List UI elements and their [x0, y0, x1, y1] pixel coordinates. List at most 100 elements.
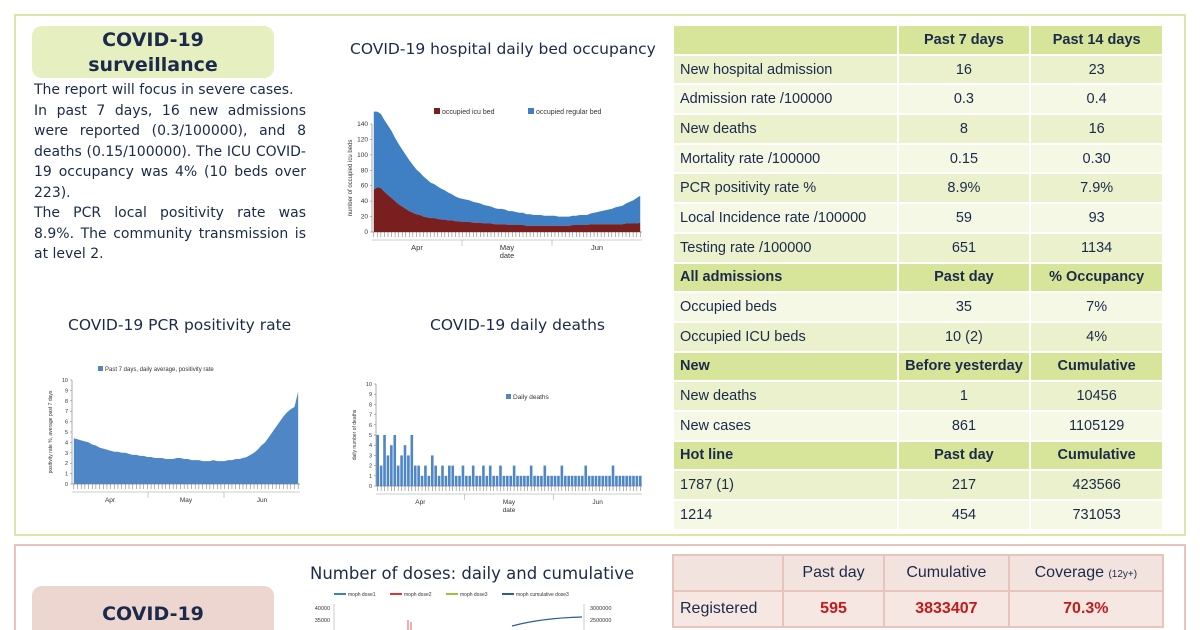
- death-bar: [526, 475, 530, 486]
- row-value: 1134: [1029, 231, 1164, 264]
- y-tick-label: 1: [369, 474, 372, 480]
- regular-bed-series: [373, 111, 641, 226]
- row-label: New cases: [672, 409, 899, 442]
- coverage-age-note: (12y+): [1108, 569, 1138, 580]
- month-label: Jun: [592, 499, 603, 506]
- y-tick-label: 6: [65, 420, 68, 426]
- death-bar: [509, 475, 513, 486]
- death-bar: [587, 475, 591, 486]
- y-tick-label: 40000: [315, 606, 330, 612]
- death-bar: [376, 435, 380, 486]
- death-bar: [536, 475, 540, 486]
- vaccination-title: COVID-19: [32, 586, 274, 630]
- header-cell: % Occupancy: [1029, 261, 1164, 294]
- header-cell: New: [672, 350, 899, 383]
- legend-label: moph cumulative dose3: [516, 592, 569, 598]
- death-bar: [471, 465, 475, 486]
- death-bar: [570, 475, 574, 486]
- death-bar: [478, 475, 482, 486]
- header-cell: [672, 24, 899, 56]
- title-line-1: COVID-19: [102, 29, 204, 51]
- death-bar: [604, 475, 608, 486]
- death-bar: [390, 445, 393, 486]
- death-bar: [529, 465, 533, 486]
- death-bar: [465, 475, 468, 486]
- doses-chart-title: Number of doses: daily and cumulative: [310, 564, 635, 583]
- row-label: 1214: [672, 499, 899, 531]
- death-bar: [638, 475, 642, 486]
- y-tick-label: 1: [65, 472, 68, 478]
- death-bar: [516, 475, 519, 486]
- table-row: Mortality rate /100000 0.15 0.30: [672, 142, 1164, 175]
- month-label: Jun: [591, 243, 603, 252]
- y-tick-label: 3: [65, 451, 68, 457]
- title-line-2: surveillance: [88, 54, 218, 76]
- death-bar: [584, 465, 588, 486]
- y-axis-label: daily number of deaths: [352, 409, 358, 460]
- death-bar: [386, 455, 390, 486]
- death-bar: [560, 465, 564, 486]
- y-tick-label: 0: [364, 229, 368, 236]
- row-value: 1105129: [1029, 409, 1164, 442]
- pcr-chart-title: COVID-19 PCR positivity rate: [68, 316, 292, 334]
- daily-deaths-chart: 0 1 2 3 4 5 6 7 8 9 10 Apr May Jun daily number of dea…: [352, 382, 642, 514]
- deaths-chart-title: COVID-19 daily deaths: [430, 316, 606, 334]
- y-tick-label: 80: [361, 167, 369, 174]
- y2-tick-label: 2500000: [590, 618, 611, 624]
- y-tick-label: 7: [65, 409, 68, 415]
- legend-swatch-regular: [528, 108, 534, 114]
- header-cell: [672, 554, 784, 592]
- summary-paragraph: In past 7 days, 16 new admissions were r…: [34, 102, 306, 201]
- row-value: 10456: [1029, 380, 1164, 412]
- row-value: 93: [1029, 202, 1164, 234]
- y-tick-label: 9: [65, 388, 68, 394]
- month-label: Apr: [105, 497, 116, 504]
- death-bar: [441, 465, 444, 486]
- table-row: Local Incidence rate /100000 59 93: [672, 202, 1164, 234]
- death-bar: [437, 475, 441, 486]
- death-bar: [563, 475, 567, 486]
- header-cell: Cumulative: [1029, 350, 1164, 383]
- row-value: 7%: [1029, 291, 1164, 323]
- table-row: Testing rate /100000 651 1134: [672, 231, 1164, 264]
- death-bar: [577, 475, 581, 486]
- row-value: 0.30: [1029, 142, 1164, 175]
- y-tick-label: 8: [65, 399, 68, 405]
- y-tick-label: 40: [361, 198, 369, 205]
- death-bar: [505, 475, 509, 486]
- death-bar: [615, 475, 618, 486]
- y-axis-label: positivity rate %, average past 7 days: [48, 390, 54, 473]
- surveillance-stats-table: Past 7 days Past 14 days New hospital ad…: [672, 24, 1164, 531]
- header-cell: Before yesterday: [896, 350, 1032, 383]
- row-value: 59: [896, 202, 1032, 234]
- row-value: 1: [896, 380, 1032, 412]
- row-value: 454: [896, 499, 1032, 531]
- row-value: 595: [781, 590, 886, 628]
- death-bar: [434, 465, 437, 486]
- row-label: 1787 (1): [672, 469, 899, 501]
- row-label: Testing rate /100000: [672, 231, 899, 264]
- death-bar: [567, 475, 570, 486]
- header-cell: Cumulative: [883, 554, 1010, 592]
- header-cell: Past day: [781, 554, 886, 592]
- legend-label: moph dose3: [460, 592, 488, 598]
- row-value: 0.4: [1029, 83, 1164, 116]
- y-tick-label: 0: [65, 482, 68, 488]
- row-value: 10 (2): [896, 320, 1032, 353]
- row-label: Admission rate /100000: [672, 83, 899, 116]
- cumulative-line: [511, 616, 583, 627]
- death-bar: [482, 465, 485, 486]
- row-value: 861: [896, 409, 1032, 442]
- table-row: PCR positivity rate % 8.9% 7.9%: [672, 172, 1164, 205]
- y-tick-label: 120: [357, 136, 368, 143]
- death-bar: [492, 475, 495, 486]
- row-value: 70.3%: [1007, 590, 1165, 628]
- death-bar: [546, 475, 550, 486]
- death-bar: [550, 475, 553, 486]
- header-cell: Past 7 days: [896, 24, 1032, 56]
- doses-chart: moph dose1 moph dose2 moph dose3 moph cumul…: [315, 592, 611, 630]
- row-value: 3833407: [883, 590, 1010, 628]
- x-axis-label: date: [503, 507, 516, 514]
- row-value: 8.9%: [896, 172, 1032, 205]
- row-label: New deaths: [672, 380, 899, 412]
